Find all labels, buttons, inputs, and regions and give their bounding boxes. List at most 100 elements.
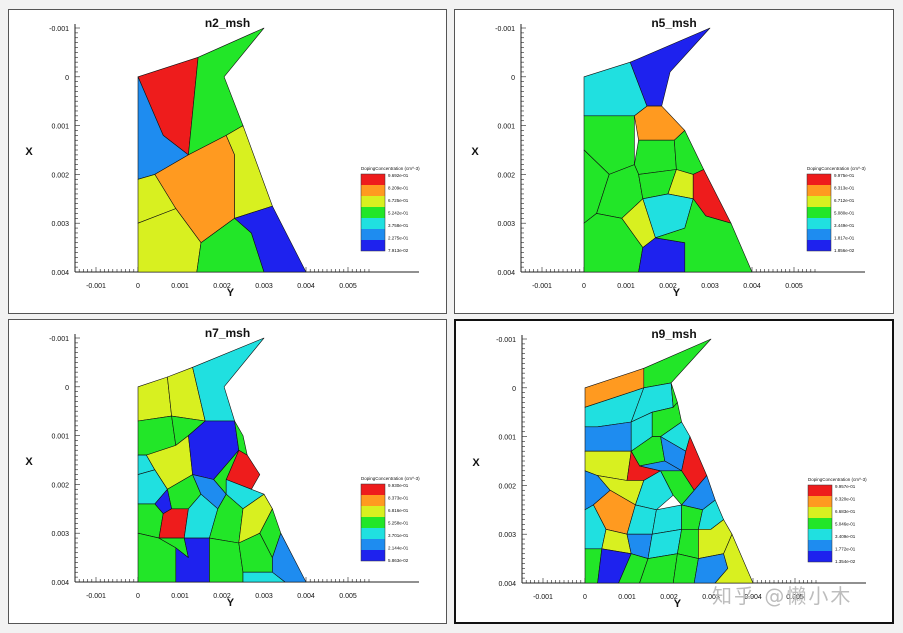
legend-title: DopingConcentration (cm^-3) — [807, 166, 866, 171]
mesh-cell — [714, 533, 754, 584]
mesh-cell — [643, 338, 712, 389]
legend-value: 8.373e-01 — [388, 496, 409, 501]
panel-n5: n5_msh -0.001 0 0.001 0.002 0.003 0.004 -0.001… — [454, 9, 894, 314]
legend-color-swatch — [361, 550, 385, 561]
mesh-cell — [192, 337, 265, 422]
x-tick-label: 0.001 — [171, 593, 189, 600]
legend-color-swatch — [361, 517, 385, 528]
legend-color-swatch — [361, 196, 385, 207]
x-tick-label: -0.001 — [86, 283, 106, 290]
legend-color-swatch — [808, 551, 832, 562]
y-tick-label: 0 — [65, 385, 69, 392]
x-axis-label: Y — [227, 597, 235, 609]
panel-n2: n2_msh -0.001 0 0.001 0.002 0.003 0.004 -0.001… — [8, 9, 447, 314]
mesh-plot: -0.001 0 0.001 0.002 0.003 0.004 -0.001 0 0.001 0… — [471, 24, 866, 299]
x-axis-label: Y — [227, 287, 235, 299]
mesh-cell — [635, 470, 674, 511]
x-tick-label: 0 — [136, 283, 140, 290]
x-tick-label: 0.005 — [339, 283, 357, 290]
legend-color-swatch — [361, 240, 385, 251]
legend-color-swatch — [808, 540, 832, 551]
legend-color-swatch — [807, 240, 831, 251]
y-tick-label: -0.001 — [496, 337, 516, 344]
x-tick-label: 0.003 — [702, 594, 720, 601]
legend-value: 9.957e-01 — [835, 484, 856, 489]
mesh-cell — [137, 503, 164, 539]
y-tick-label: 0.003 — [498, 532, 516, 539]
legend-frame — [807, 484, 833, 563]
legend-color-swatch — [361, 229, 385, 240]
legend-value: 6.816e-01 — [388, 508, 409, 513]
x-tick-label: 0.004 — [297, 593, 315, 600]
x-axis-label: Y — [673, 287, 681, 299]
y-axis-label: X — [472, 457, 480, 469]
y-tick-label: 0.001 — [497, 124, 515, 131]
legend-value: 2.144e-01 — [388, 546, 409, 551]
legend-value: 9.930e-01 — [388, 483, 409, 488]
mesh-cell — [209, 537, 244, 583]
x-tick-label: 0 — [136, 593, 140, 600]
legend-color-swatch — [808, 496, 832, 507]
y-axis-label: X — [25, 456, 33, 468]
legend-color-swatch — [807, 218, 831, 229]
x-tick-label: 0.001 — [171, 283, 189, 290]
y-tick-label: -0.001 — [495, 26, 515, 33]
y-axis-label: X — [471, 146, 479, 158]
legend-value: 3.701e-01 — [388, 533, 409, 538]
legend-color-swatch — [807, 185, 831, 196]
plot-title: n9_msh — [651, 327, 697, 341]
y-tick-label: 0.002 — [51, 482, 69, 489]
mesh-cell — [234, 205, 307, 273]
legend-color-swatch — [807, 196, 831, 207]
legend-title: DopingConcentration (cm^-3) — [361, 166, 420, 171]
legend-frame — [360, 483, 386, 562]
legend-value: 2.275e-01 — [388, 236, 409, 241]
legend-color-swatch — [361, 539, 385, 550]
legend-color-swatch — [361, 185, 385, 196]
legend-value: 1.772e-01 — [835, 547, 856, 552]
x-tick-label: 0.003 — [255, 283, 273, 290]
y-tick-label: 0 — [511, 75, 515, 82]
legend-frame — [806, 173, 832, 252]
x-axis-label: Y — [674, 598, 682, 610]
legend-value: 6.712e-01 — [834, 198, 855, 203]
legend-value: 3.449e-01 — [834, 223, 855, 228]
x-tick-label: 0.004 — [743, 283, 761, 290]
x-tick-label: 0.005 — [786, 594, 804, 601]
legend-color-swatch — [361, 528, 385, 539]
legend-value: 5.258e-01 — [388, 521, 409, 526]
x-tick-label: 0 — [583, 594, 587, 601]
mesh-plot: -0.001 0 0.001 0.002 0.003 0.004 -0.001 0 0.001 0… — [25, 334, 420, 609]
watermark-text: 知乎 @懒小木 — [712, 584, 853, 608]
legend-color-swatch — [361, 207, 385, 218]
y-tick-label: -0.001 — [49, 26, 69, 33]
x-tick-label: 0.001 — [618, 594, 636, 601]
y-tick-label: -0.001 — [49, 336, 69, 343]
legend-value: 5.863e-02 — [388, 558, 409, 563]
x-tick-label: 0.003 — [255, 593, 273, 600]
x-tick-label: -0.001 — [532, 283, 552, 290]
legend-value: 6.683e-01 — [835, 509, 856, 514]
legend-value: 9.692e-01 — [388, 173, 409, 178]
mesh-cell — [272, 532, 307, 583]
legend-color-swatch — [361, 506, 385, 517]
legend-color-swatch — [361, 495, 385, 506]
x-tick-label: 0 — [582, 283, 586, 290]
x-tick-label: 0.002 — [213, 593, 231, 600]
y-tick-label: 0.001 — [51, 434, 69, 441]
panel-n9[interactable]: n9_msh -0.001 0 0.001 0.002 0.003 0.004 -0.001… — [454, 319, 894, 624]
legend-value: 3.409e-01 — [835, 534, 856, 539]
plot-title: n7_msh — [204, 326, 251, 340]
mesh-cell — [674, 130, 704, 175]
x-tick-label: 0.001 — [617, 283, 635, 290]
legend-color-swatch — [361, 218, 385, 229]
legend-title: DopingConcentration (cm^-3) — [808, 477, 867, 482]
legend-color-swatch — [808, 485, 832, 496]
plot-title: n2_msh — [204, 16, 251, 30]
mesh-plot: -0.001 0 0.001 0.002 0.003 0.004 -0.001 0 0.001 0… — [25, 24, 420, 299]
y-tick-label: 0.001 — [498, 435, 516, 442]
mesh-cell — [629, 27, 711, 107]
y-tick-label: 0.002 — [51, 172, 69, 179]
mesh-cell — [672, 553, 699, 584]
y-tick-label: 0.003 — [51, 221, 69, 228]
